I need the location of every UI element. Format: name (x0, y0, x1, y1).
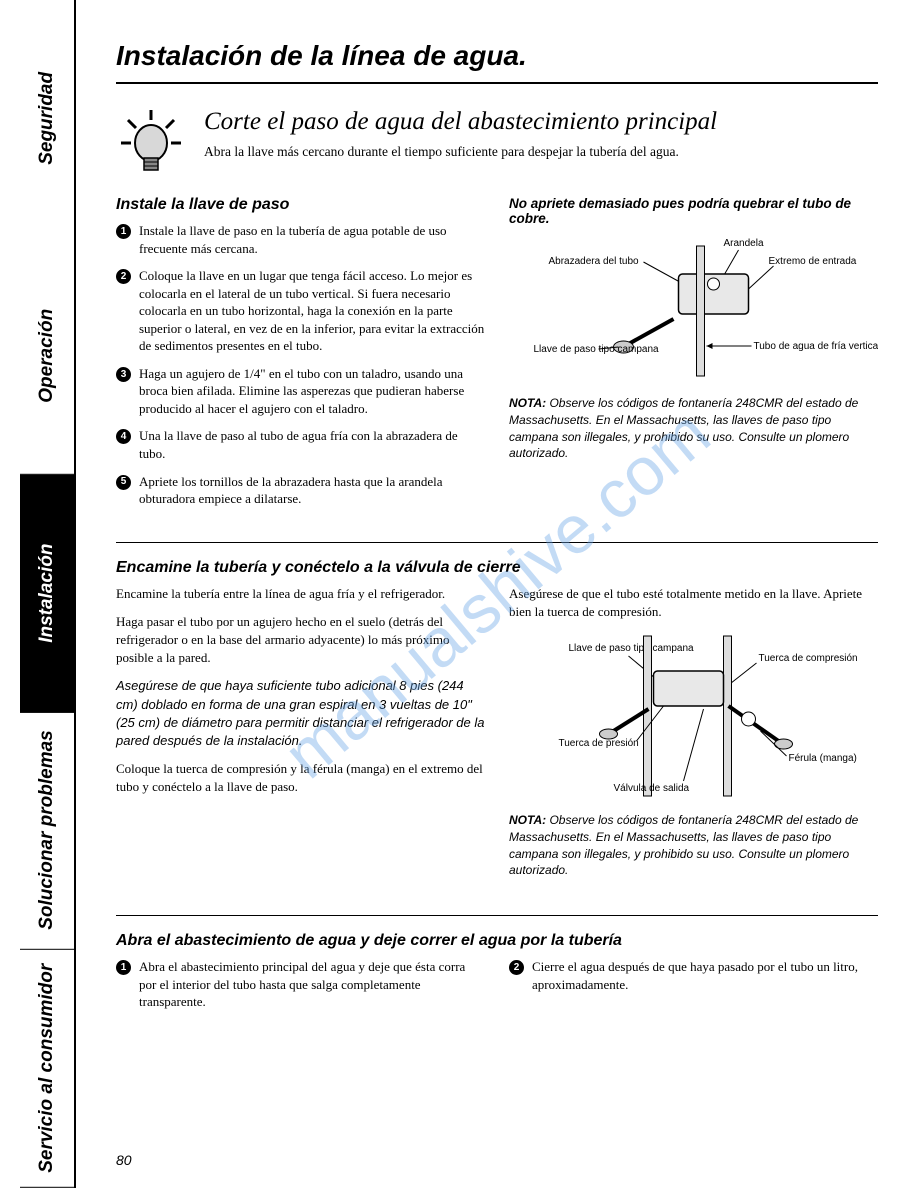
lightbulb-icon (116, 108, 186, 178)
install-steps: 1 Instale la llave de paso en la tubería … (116, 222, 485, 508)
nota-1: NOTA: Observe los códigos de fontanería … (509, 395, 878, 462)
svg-text:Tubo de agua de fría vertical: Tubo de agua de fría vertical (754, 341, 879, 352)
tab-operacion[interactable]: Operación (20, 237, 74, 475)
step-text: Cierre el agua después de que haya pasad… (532, 958, 878, 993)
step-marker: 4 (116, 429, 131, 444)
tab-instalacion[interactable]: Instalación (20, 475, 74, 713)
install-heading: Instale la llave de paso (116, 196, 485, 214)
section2-heading: Encamine la tubería y conéctelo a la vál… (116, 559, 878, 577)
sec2-p4: Coloque la tuerca de compresión y la fér… (116, 760, 485, 796)
section-rule (116, 915, 878, 916)
step-marker: 2 (116, 269, 131, 284)
step-text: Instale la llave de paso en la tubería d… (139, 222, 485, 257)
nota-2: NOTA: Observe los códigos de fontanería … (509, 812, 878, 879)
section-rule (116, 542, 878, 543)
svg-text:Férula (manga): Férula (manga) (789, 753, 857, 764)
svg-text:Llave de paso tipo campana: Llave de paso tipo campana (569, 643, 695, 654)
valve-diagram-1: Arandela Abrazadera del tubo Extremo de … (509, 234, 878, 384)
svg-text:Tuerca de compresión: Tuerca de compresión (759, 653, 858, 664)
step-marker: 1 (116, 224, 131, 239)
step-marker: 5 (116, 475, 131, 490)
svg-text:Válvula de salida: Válvula de salida (614, 783, 690, 794)
svg-text:Extremo de entrada: Extremo de entrada (769, 256, 857, 267)
page-number: 80 (116, 1152, 132, 1168)
svg-text:Abrazadera del tubo: Abrazadera del tubo (549, 256, 640, 267)
svg-text:Llave de paso tipo campana: Llave de paso tipo campana (534, 344, 660, 355)
step-marker: 3 (116, 367, 131, 382)
warning-text: No apriete demasiado pues podría quebrar… (509, 196, 878, 226)
section1-title: Corte el paso de agua del abastecimiento… (204, 108, 878, 136)
page-title: Instalación de la línea de agua. (116, 40, 878, 72)
section3-steps-right: 2 Cierre el agua después de que haya pasa… (509, 958, 878, 993)
step-text: Coloque la llave en un lugar que tenga f… (139, 267, 485, 355)
tab-seguridad[interactable]: Seguridad (20, 0, 74, 237)
tab-servicio[interactable]: Servicio al consumidor (20, 950, 74, 1188)
step-text: Una la llave de paso al tubo de agua frí… (139, 427, 485, 462)
step-text: Apriete los tornillos de la abrazadera h… (139, 473, 485, 508)
sec2-p1: Encamine la tubería entre la línea de ag… (116, 585, 485, 603)
svg-text:Tuerca de presión: Tuerca de presión (559, 738, 639, 749)
valve-diagram-2: Llave de paso tipo campana Tuerca de com… (509, 631, 878, 801)
sidebar-tabs: Seguridad Operación Instalación Solucion… (20, 0, 76, 1188)
step-marker: 2 (509, 960, 524, 975)
section3-heading: Abra el abastecimiento de agua y deje co… (116, 932, 878, 950)
section3-steps-left: 1 Abra el abastecimiento principal del ag… (116, 958, 485, 1011)
svg-text:Arandela: Arandela (724, 238, 764, 249)
tab-solucionar[interactable]: Solucionar problemas (20, 712, 74, 950)
sec2-p3: Asegúrese de que haya suficiente tubo ad… (116, 677, 485, 750)
sec2-p2: Haga pasar el tubo por un agujero hecho … (116, 613, 485, 668)
title-rule (116, 82, 878, 84)
step-text: Haga un agujero de 1/4" en el tubo con u… (139, 365, 485, 418)
sec2-right-p1: Asegúrese de que el tubo esté totalmente… (509, 585, 878, 621)
section1-intro: Abra la llave más cercano durante el tie… (204, 144, 878, 160)
step-text: Abra el abastecimiento principal del agu… (139, 958, 485, 1011)
step-marker: 1 (116, 960, 131, 975)
